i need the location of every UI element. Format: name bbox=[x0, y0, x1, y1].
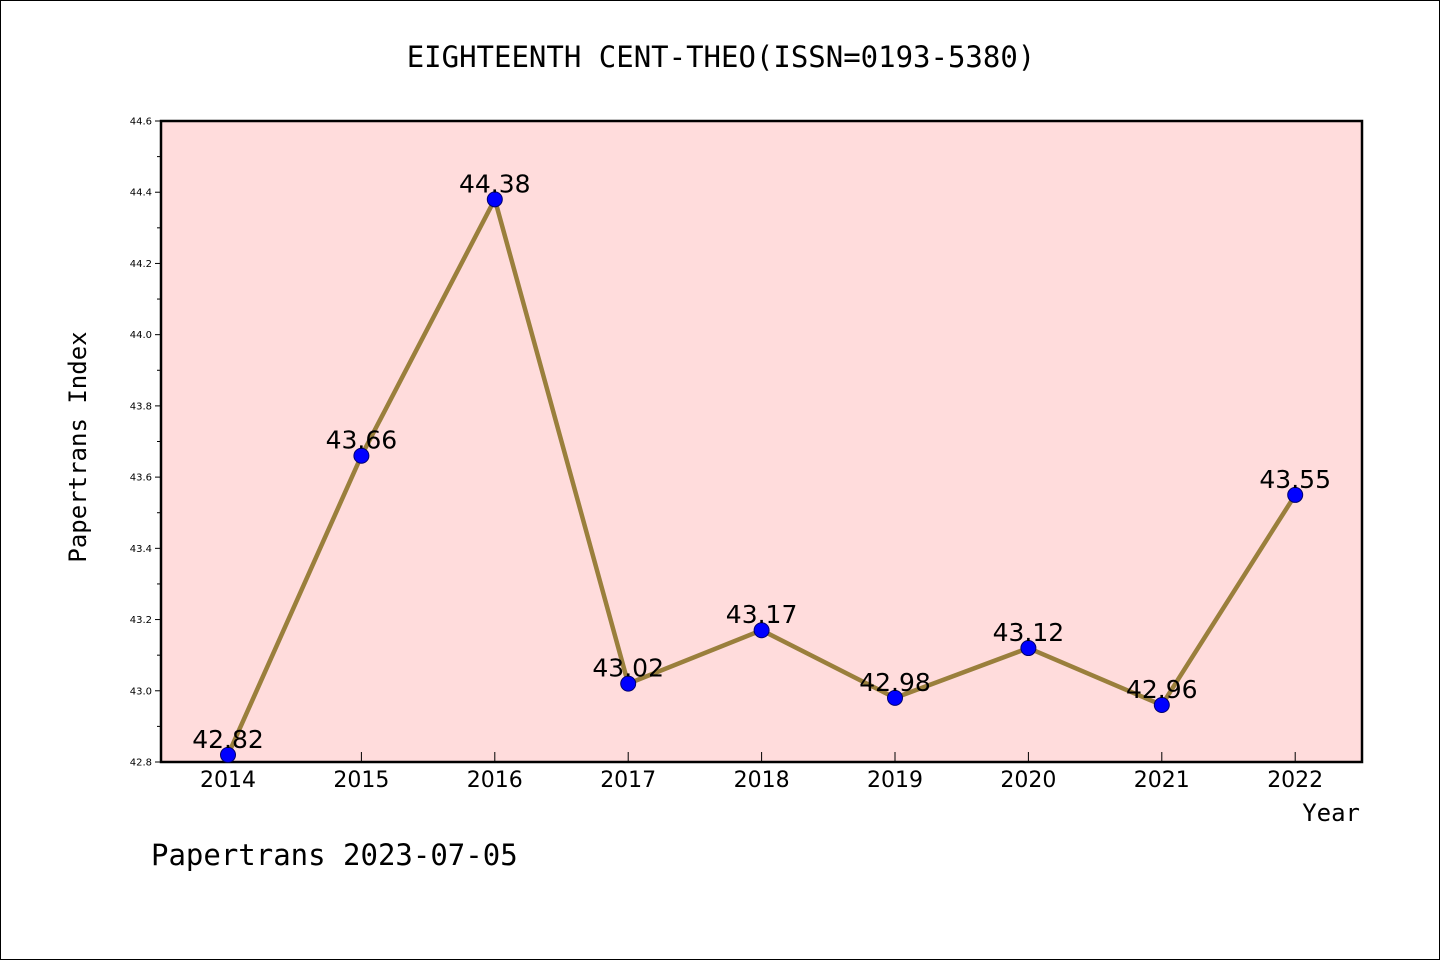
series-layer bbox=[220, 191, 1304, 763]
y-tick-label: 43.0 bbox=[130, 686, 152, 697]
data-label: 43.12 bbox=[993, 618, 1065, 647]
x-tick-label: 2017 bbox=[600, 768, 656, 793]
data-label: 43.55 bbox=[1259, 465, 1331, 494]
data-label: 43.17 bbox=[726, 600, 798, 629]
x-tick-label: 2020 bbox=[1000, 768, 1056, 793]
data-label: 42.98 bbox=[859, 668, 931, 697]
y-tick-label: 43.4 bbox=[130, 544, 152, 555]
data-point bbox=[753, 622, 770, 639]
y-tick-label: 43.8 bbox=[130, 401, 152, 412]
x-tick-label: 2022 bbox=[1267, 768, 1323, 793]
x-tick-label: 2019 bbox=[867, 768, 923, 793]
footer-text: Papertrans 2023-07-05 bbox=[151, 838, 518, 872]
data-label: 43.02 bbox=[592, 654, 664, 683]
data-label: 43.66 bbox=[326, 426, 398, 455]
x-tick-label: 2015 bbox=[333, 768, 389, 793]
y-tick-label: 44.4 bbox=[130, 188, 152, 199]
data-point bbox=[887, 689, 903, 706]
y-tick-label: 44.0 bbox=[130, 330, 152, 341]
data-labels: 42.82 43.66 44.38 43.02 43.17 42.98 43.12 42.96… bbox=[192, 169, 1331, 754]
x-tick-label: 2021 bbox=[1134, 768, 1190, 793]
y-axis-label: Papertrans Index bbox=[64, 331, 92, 562]
y-tick-label: 43.2 bbox=[130, 615, 152, 626]
data-point bbox=[220, 746, 236, 763]
data-label: 42.82 bbox=[192, 725, 264, 754]
data-point bbox=[1020, 640, 1037, 657]
plot-area bbox=[159, 119, 1364, 764]
x-axis: 2014 2015 2016 2017 2018 2019 2020 2021 2022 bbox=[200, 752, 1323, 793]
y-tick-label: 44.2 bbox=[130, 259, 152, 270]
x-tick-label: 2016 bbox=[467, 768, 523, 793]
chart-title: EIGHTEENTH CENT-THEO(ISSN=0193-5380) bbox=[407, 40, 1036, 74]
data-label: 42.96 bbox=[1126, 675, 1198, 704]
data-point bbox=[1287, 486, 1304, 503]
x-tick-label: 2018 bbox=[734, 768, 790, 793]
y-tick-label: 44.6 bbox=[130, 117, 152, 128]
data-point bbox=[486, 191, 503, 208]
y-tick-label: 42.8 bbox=[130, 758, 152, 769]
data-point bbox=[1153, 697, 1170, 714]
x-tick-label: 2014 bbox=[200, 768, 256, 793]
data-point bbox=[353, 447, 370, 464]
data-label: 44.38 bbox=[459, 169, 531, 198]
data-point bbox=[620, 675, 637, 692]
x-axis-label: Year bbox=[1302, 799, 1360, 827]
y-tick-label: 43.6 bbox=[130, 473, 152, 484]
y-axis: 42.8 43.0 43.2 43.4 43.6 43.8 44.0 44.2 44.4 44.6 bbox=[130, 117, 161, 769]
